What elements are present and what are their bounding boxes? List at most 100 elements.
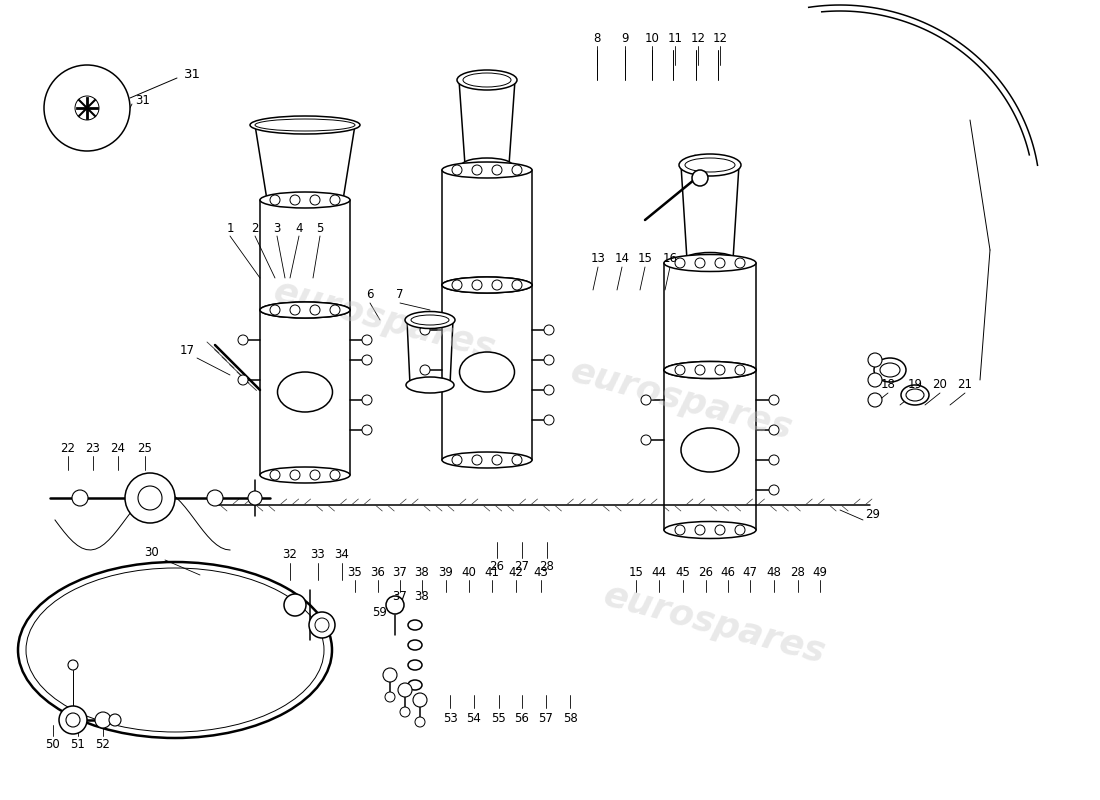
Ellipse shape bbox=[442, 452, 532, 468]
Text: 19: 19 bbox=[908, 378, 923, 391]
Circle shape bbox=[412, 693, 427, 707]
Ellipse shape bbox=[408, 640, 422, 650]
Circle shape bbox=[452, 280, 462, 290]
Text: 43: 43 bbox=[534, 566, 549, 578]
Ellipse shape bbox=[260, 302, 350, 318]
Ellipse shape bbox=[874, 358, 906, 382]
Ellipse shape bbox=[260, 467, 350, 483]
Text: 18: 18 bbox=[881, 378, 895, 391]
Text: 49: 49 bbox=[813, 566, 827, 578]
Text: 24: 24 bbox=[110, 442, 125, 454]
Text: 53: 53 bbox=[442, 711, 458, 725]
Circle shape bbox=[512, 280, 522, 290]
Text: 15: 15 bbox=[638, 251, 652, 265]
Circle shape bbox=[270, 305, 280, 315]
Ellipse shape bbox=[442, 277, 532, 293]
Circle shape bbox=[715, 258, 725, 268]
Circle shape bbox=[109, 714, 121, 726]
Text: 12: 12 bbox=[691, 31, 705, 45]
Circle shape bbox=[290, 305, 300, 315]
Text: 50: 50 bbox=[45, 738, 60, 751]
Circle shape bbox=[735, 365, 745, 375]
Text: 10: 10 bbox=[645, 31, 659, 45]
Circle shape bbox=[420, 365, 430, 375]
Circle shape bbox=[715, 365, 725, 375]
Text: 16: 16 bbox=[662, 251, 678, 265]
Ellipse shape bbox=[664, 254, 756, 271]
Ellipse shape bbox=[901, 385, 930, 405]
Text: 47: 47 bbox=[742, 566, 758, 578]
Circle shape bbox=[769, 455, 779, 465]
Text: 12: 12 bbox=[713, 31, 727, 45]
Circle shape bbox=[310, 305, 320, 315]
Circle shape bbox=[386, 596, 404, 614]
Text: 35: 35 bbox=[348, 566, 362, 578]
Ellipse shape bbox=[408, 660, 422, 670]
Ellipse shape bbox=[260, 192, 350, 208]
Text: 59: 59 bbox=[373, 606, 387, 618]
Text: eurospares: eurospares bbox=[271, 274, 499, 366]
Text: 38: 38 bbox=[415, 590, 429, 602]
Circle shape bbox=[68, 660, 78, 670]
Circle shape bbox=[544, 325, 554, 335]
Circle shape bbox=[309, 612, 336, 638]
Text: 34: 34 bbox=[334, 549, 350, 562]
Circle shape bbox=[675, 258, 685, 268]
Ellipse shape bbox=[460, 352, 515, 392]
Circle shape bbox=[715, 365, 725, 375]
Circle shape bbox=[512, 280, 522, 290]
Text: 11: 11 bbox=[668, 31, 682, 45]
Text: 3: 3 bbox=[273, 222, 280, 234]
Text: 57: 57 bbox=[539, 711, 553, 725]
Text: 46: 46 bbox=[720, 566, 736, 578]
Text: 14: 14 bbox=[615, 251, 629, 265]
Circle shape bbox=[472, 455, 482, 465]
Ellipse shape bbox=[406, 377, 454, 393]
Text: 36: 36 bbox=[371, 566, 385, 578]
Ellipse shape bbox=[408, 620, 422, 630]
Ellipse shape bbox=[408, 680, 422, 690]
Ellipse shape bbox=[462, 158, 512, 172]
Text: 37: 37 bbox=[393, 566, 407, 578]
Circle shape bbox=[695, 365, 705, 375]
Circle shape bbox=[692, 170, 708, 186]
Text: 58: 58 bbox=[562, 711, 578, 725]
Circle shape bbox=[415, 717, 425, 727]
Text: 31: 31 bbox=[184, 69, 200, 82]
Text: 4: 4 bbox=[295, 222, 302, 234]
Circle shape bbox=[675, 365, 685, 375]
Text: 28: 28 bbox=[540, 561, 554, 574]
Text: 6: 6 bbox=[366, 289, 374, 302]
Text: 51: 51 bbox=[70, 738, 86, 751]
Circle shape bbox=[472, 280, 482, 290]
Text: 22: 22 bbox=[60, 442, 76, 454]
Text: 29: 29 bbox=[866, 509, 880, 522]
Text: 5: 5 bbox=[317, 222, 323, 234]
Text: 32: 32 bbox=[283, 549, 297, 562]
Circle shape bbox=[330, 305, 340, 315]
Ellipse shape bbox=[405, 311, 455, 329]
Text: 26: 26 bbox=[490, 561, 505, 574]
Circle shape bbox=[715, 525, 725, 535]
Ellipse shape bbox=[664, 522, 756, 538]
Circle shape bbox=[270, 195, 280, 205]
Circle shape bbox=[452, 165, 462, 175]
Ellipse shape bbox=[260, 302, 350, 318]
Circle shape bbox=[695, 525, 705, 535]
Circle shape bbox=[452, 280, 462, 290]
Circle shape bbox=[735, 258, 745, 268]
Circle shape bbox=[330, 305, 340, 315]
Circle shape bbox=[675, 365, 685, 375]
Circle shape bbox=[769, 395, 779, 405]
Circle shape bbox=[310, 305, 320, 315]
Circle shape bbox=[330, 470, 340, 480]
Circle shape bbox=[290, 470, 300, 480]
Text: 37: 37 bbox=[393, 590, 407, 602]
Circle shape bbox=[75, 96, 99, 120]
Ellipse shape bbox=[442, 277, 532, 293]
Text: 38: 38 bbox=[415, 566, 429, 578]
Circle shape bbox=[125, 473, 175, 523]
Circle shape bbox=[544, 385, 554, 395]
Circle shape bbox=[398, 683, 412, 697]
Circle shape bbox=[735, 365, 745, 375]
